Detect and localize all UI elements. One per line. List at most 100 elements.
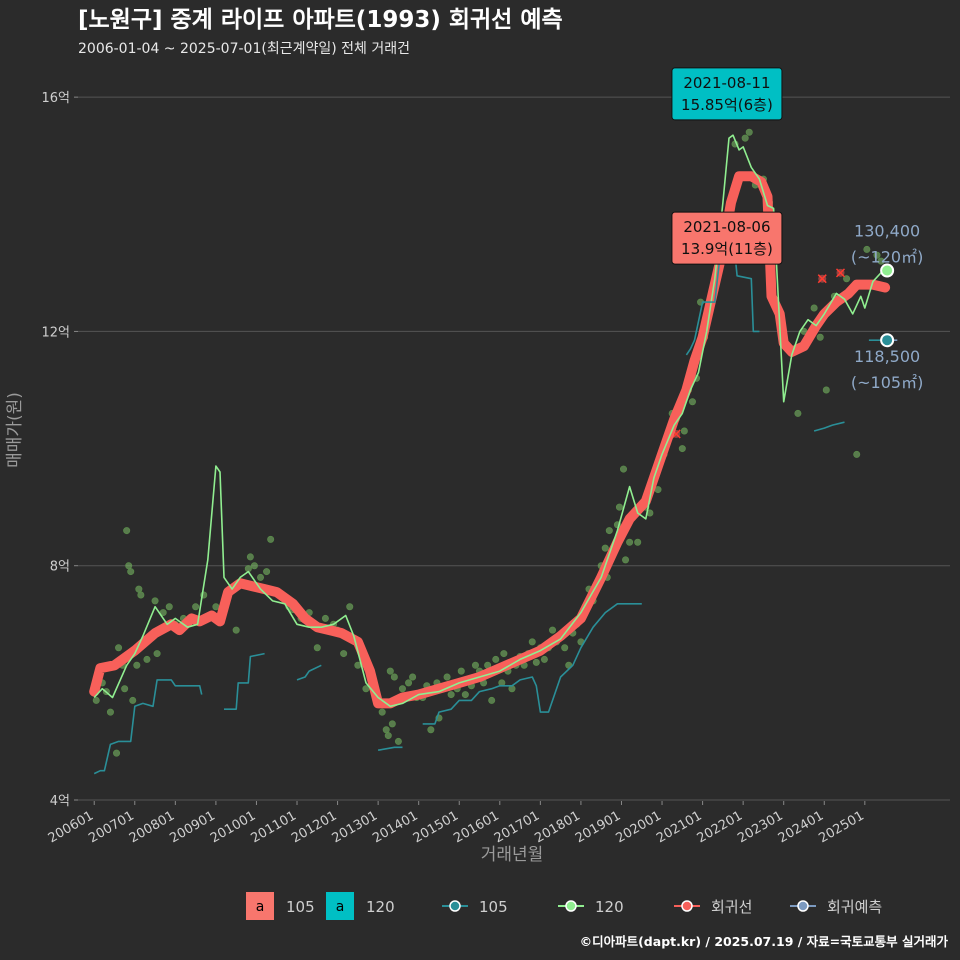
scatter-point [605, 527, 613, 535]
scatter-point [843, 275, 851, 283]
legend-line-label: 회귀선 [711, 898, 752, 916]
legend-fill-key [326, 892, 354, 920]
plot-area [89, 105, 898, 775]
scatter-point [457, 667, 465, 675]
x-axis-label: 거래년월 [481, 845, 544, 865]
scatter-point [133, 661, 141, 669]
scatter-point [622, 556, 630, 564]
scatter-point [143, 655, 151, 663]
scatter-point [877, 257, 885, 265]
series-105-line [93, 679, 203, 775]
scatter-point [250, 562, 258, 570]
y-tick-label: 16억 [41, 91, 70, 106]
scatter-point [488, 696, 496, 704]
scatter-point [346, 603, 354, 611]
scatter-point [626, 538, 634, 546]
scatter-point [409, 673, 417, 681]
scatter-point [532, 658, 540, 666]
scatter-point [863, 245, 871, 253]
endpoint-marker [880, 263, 895, 278]
scatter-point [151, 597, 159, 605]
scatter-point [540, 655, 548, 663]
scatter-point [192, 603, 200, 611]
series-105-line [377, 746, 403, 751]
scatter-point [165, 603, 173, 611]
series-120-line [93, 134, 884, 708]
scatter-point [816, 333, 824, 341]
scatter-point [443, 673, 451, 681]
endpoint-value: 130,400 [854, 222, 920, 241]
scatter-point [688, 398, 696, 406]
y-tick-label: 12억 [41, 325, 70, 340]
scatter-point [427, 726, 435, 734]
y-tick-label: 8억 [50, 560, 70, 575]
scatter-point [461, 691, 469, 699]
scatter-point [232, 626, 240, 634]
y-axis-label: 매매가(원) [5, 392, 25, 468]
scatter-point [678, 445, 686, 453]
scatter-point [492, 655, 500, 663]
scatter-point [810, 304, 818, 312]
scatter-point [561, 644, 569, 652]
series-105-line [224, 652, 265, 710]
series-105-line [296, 664, 322, 681]
scatter-point [386, 667, 394, 675]
scatter-point [794, 409, 802, 417]
scatter-point [92, 696, 100, 704]
scatter-point [362, 685, 370, 693]
scatter-point [822, 386, 830, 394]
scatter-point [615, 503, 623, 511]
chart-subtitle: 2006-01-04 ~ 2025-07-01(최근계약일) 전체 거래건 [78, 41, 410, 57]
scatter-point [378, 708, 386, 716]
scatter-point [384, 732, 392, 740]
scatter-point [121, 685, 129, 693]
scatter-point [125, 562, 133, 570]
scatter-point [405, 679, 413, 687]
scatter-point [106, 708, 114, 716]
scatter-point [115, 644, 123, 652]
scatter-point [113, 749, 121, 757]
chart-title: [노원구] 중계 라이프 아파트(1993) 회귀선 예측 [78, 7, 563, 33]
scatter-point [257, 573, 265, 581]
y-tick-label: 4억 [50, 794, 70, 809]
y-axis-ticks: 4억 8억 12억 16억 [41, 91, 78, 809]
legend-line-marker [797, 900, 809, 912]
annotation-box [671, 211, 783, 265]
legend: a 105 a 120 105 120 회귀선 회귀예측 [246, 892, 882, 920]
scatter-point [153, 650, 161, 658]
scatter-point [471, 661, 479, 669]
scatter-point [313, 644, 321, 652]
scatter-point [127, 568, 135, 576]
scatter-point [212, 603, 220, 611]
scatter-point [680, 427, 688, 435]
scatter-point [745, 128, 753, 136]
scatter-point [137, 591, 145, 599]
scatter-point [634, 538, 642, 546]
annotation-date: 2021-08-06 [683, 218, 770, 236]
annotations: 2021-08-11 15.85억(6층) 2021-08-06 13.9억(11층)… [671, 67, 923, 392]
crossed-point-mark [835, 268, 846, 278]
endpoint-marker [880, 333, 895, 348]
scatter-point [267, 535, 275, 543]
annotation-date: 2021-08-11 [683, 74, 770, 92]
scatter-point [129, 696, 137, 704]
source-caption: ©디아파트(dapt.kr) / 2025.07.19 / 자료=국토교통부 실… [580, 934, 949, 949]
legend-line-label: 회귀예측 [827, 898, 882, 916]
legend-fill-key-letter: a [256, 899, 265, 915]
scatter-point [321, 614, 329, 622]
legend-fill-key [246, 892, 274, 920]
legend-fill-label: 105 [286, 898, 315, 916]
scatter-point [390, 673, 398, 681]
legend-fill-label: 120 [366, 898, 395, 916]
legend-line-label: 105 [479, 898, 508, 916]
legend-fill-key-letter: a [336, 899, 345, 915]
legend-line-marker [681, 900, 693, 912]
scatter-point [263, 568, 271, 576]
scatter-point [398, 685, 406, 693]
scatter-point [549, 626, 557, 634]
legend-line-label: 120 [595, 898, 624, 916]
scatter-point [741, 134, 749, 142]
annotation-box [671, 67, 783, 121]
scatter-point [340, 650, 348, 658]
